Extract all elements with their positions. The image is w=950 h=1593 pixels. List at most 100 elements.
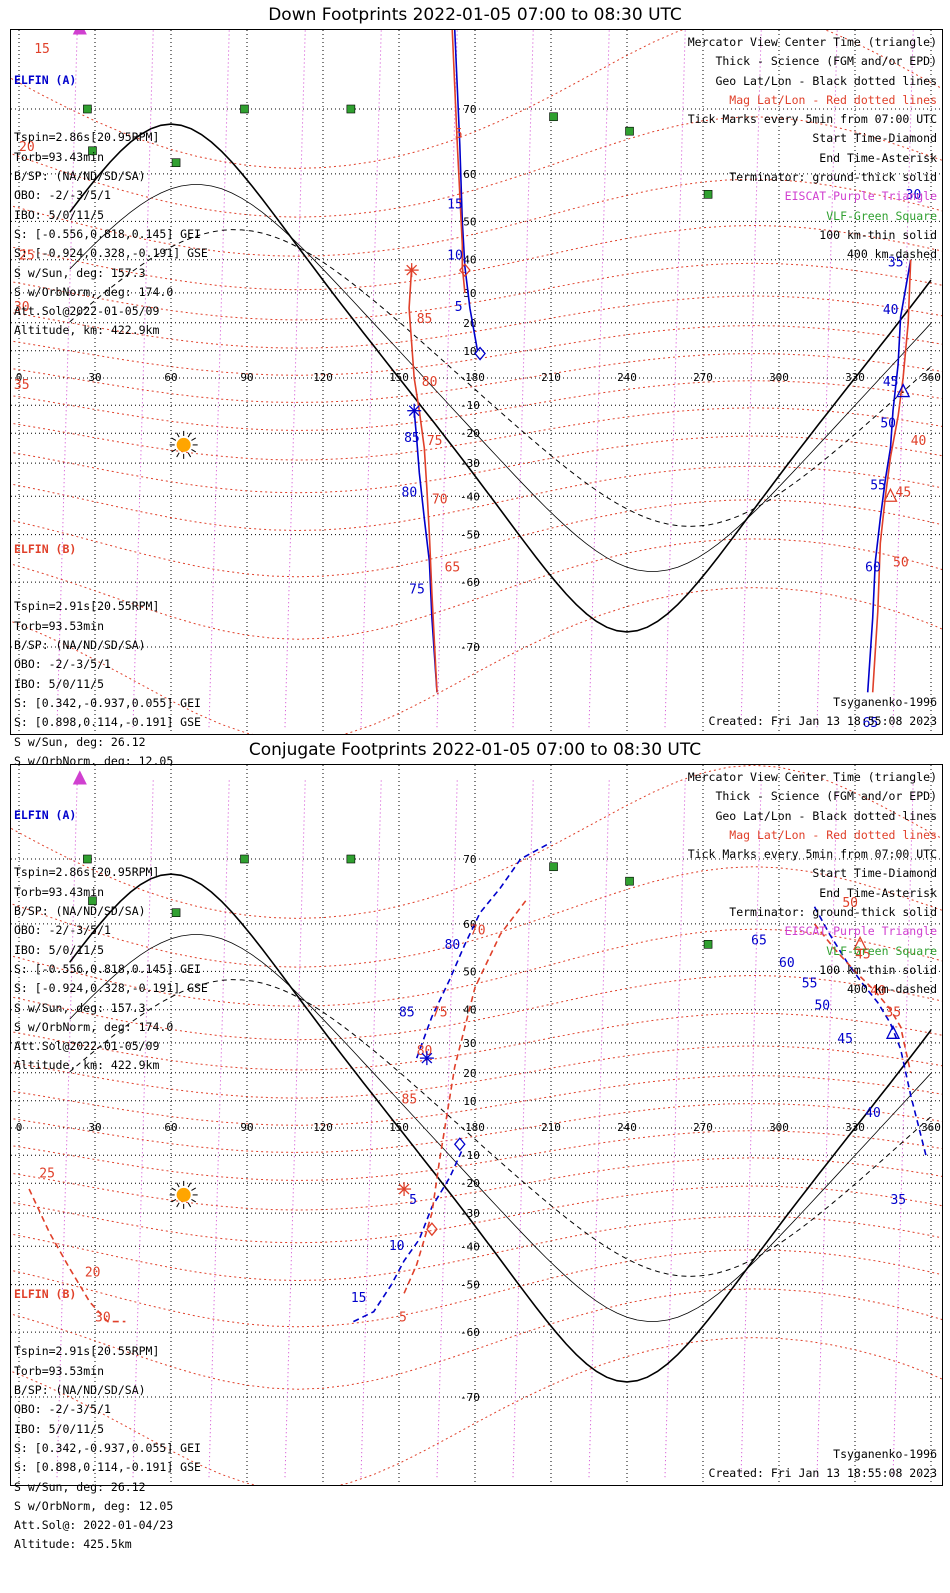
info-line: S: [0.898,0.114,-0.191] GSE <box>14 715 201 730</box>
mag-parallel <box>11 116 942 218</box>
elfin-b-header: ELFIN (B) <box>14 1286 77 1301</box>
track-elfin-b <box>28 1188 126 1323</box>
info-line: S: [0.342,-0.937,0.055] GEI <box>14 695 201 710</box>
info-line: OBO: -2/-3/5/1 <box>14 657 111 672</box>
elfin-b-time-label: 45 <box>896 485 912 500</box>
center-triangle-marker <box>72 770 87 785</box>
elfin-b-time-label: 5 <box>399 1311 407 1326</box>
vlf-site-marker <box>703 940 713 949</box>
info-line: B/SP: (NA/ND/SD/SA) <box>14 904 146 919</box>
sun-ray <box>171 437 177 441</box>
mag-meridians <box>56 30 914 728</box>
track-elfin-a <box>866 259 912 693</box>
info-line: S w/Sun, deg: 157.3 <box>14 265 146 280</box>
lat-tick-label: -20 <box>460 1177 480 1190</box>
mag-parallel <box>11 1045 942 1099</box>
mag-meridian <box>208 778 230 1478</box>
info-line: S w/Sun, deg: 26.12 <box>14 734 146 749</box>
elfin-a-time-label: 60 <box>865 561 881 576</box>
lat-tick-label: 70 <box>463 853 476 866</box>
elfin-a-time-label: 55 <box>870 478 886 493</box>
track-elfin-a <box>415 841 552 1059</box>
legend-entry: Terminator: ground-thick solid <box>729 905 937 920</box>
map-canvas: 0 30 60 90 120 150 180 210 240 270 300 330 360706050… <box>11 765 942 1485</box>
vlf-site-marker <box>88 146 97 156</box>
lon-tick-label: 0 <box>16 1121 23 1134</box>
info-line: B/SP: (NA/ND/SD/SA) <box>14 1383 146 1398</box>
mag-grid <box>11 30 942 734</box>
lat-tick-label: 40 <box>463 254 476 267</box>
track-elfin-b <box>403 900 527 1294</box>
info-line: S: [-0.556,0.818,0.145] GEI <box>14 961 201 976</box>
vlf-site-marker <box>171 908 181 918</box>
lon-tick-label: 210 <box>541 1121 561 1134</box>
lat-tick-label: -30 <box>460 1207 480 1220</box>
track-elfin-a <box>813 906 927 1156</box>
end-asterisk-marker <box>407 403 422 418</box>
lon-tick-label: 90 <box>240 371 253 384</box>
elfin-b-time-label: 50 <box>893 556 909 571</box>
vlf-site-marker <box>83 104 92 114</box>
asterisk-stroke <box>406 264 418 276</box>
elfin-b-time-label: 45 <box>855 947 871 962</box>
lon-tick-label: 0 <box>16 371 23 384</box>
info-line: Att.Sol@2022-01-05/09 <box>14 1039 160 1054</box>
legend-entry: Terminator: ground-thick solid <box>729 170 937 185</box>
lon-tick-label: 90 <box>240 1121 253 1134</box>
mag-meridians <box>56 778 914 1478</box>
elfin-b-time-label: 50 <box>842 896 858 911</box>
elfin-a-time-label: 80 <box>445 938 461 953</box>
created-label: Created: Fri Jan 13 18:55:08 2023 <box>708 1466 937 1481</box>
track-elfin-b <box>871 259 912 693</box>
mag-meridian <box>588 778 610 1478</box>
elfin-a-time-label: 10 <box>389 1239 405 1254</box>
elfin-b-time-label: 85 <box>402 1093 418 1108</box>
sun-ray <box>171 448 177 453</box>
track-elfin-a <box>453 30 479 351</box>
lat-tick-label: 30 <box>463 287 476 300</box>
mag-parallel <box>11 1185 942 1244</box>
elfin-b-time-label: 5 <box>455 127 463 142</box>
lat-tick-label: -60 <box>460 576 480 589</box>
track-elfin-b <box>813 923 912 1073</box>
start-diamond-marker <box>459 263 471 278</box>
footer-right: Tsyganenko-1996 Created: Fri Jan 13 18:5… <box>709 693 937 732</box>
elfin-b-time-label: 35 <box>885 1006 901 1021</box>
terminator-100km <box>69 934 932 1322</box>
info-line: OBO: -2/-3/5/1 <box>14 923 111 938</box>
elfin-b-time-label: 40 <box>870 984 886 999</box>
legend-entry: End Time-Asterisk <box>819 885 937 900</box>
lon-tick-label: 30 <box>88 371 101 384</box>
map-canvas: 0 30 60 90 120 150 180 210 240 270 300 330 360706050… <box>11 30 942 734</box>
legend-entry: Start Time-Diamond <box>812 866 937 881</box>
mag-parallel <box>11 866 942 968</box>
elfin-a-time-label: 65 <box>751 933 767 948</box>
lon-tick-label: 300 <box>769 1121 789 1134</box>
mag-parallel <box>11 1012 942 1071</box>
legend-entry: Mercator View Center Time (triangle) <box>687 35 937 49</box>
lat-tick-label: -10 <box>460 399 480 412</box>
elfin-a-time-label: 60 <box>779 956 795 971</box>
info-line: S w/OrbNorm, deg: 174.0 <box>14 1019 174 1034</box>
info-line: S: [-0.556,0.818,0.145] GEI <box>14 226 201 241</box>
elfin-a-time-label: 65 <box>863 716 879 731</box>
legend-entry: 400 km-dashed <box>846 247 937 262</box>
lat-tick-label: -50 <box>460 529 480 542</box>
legend: Mercator View Center Time (triangle) Thic… <box>688 768 937 1000</box>
mag-parallel <box>11 178 942 257</box>
elfin-b-time-label: 15 <box>34 42 50 57</box>
mag-meridian <box>512 30 534 728</box>
mag-parallel <box>11 765 942 919</box>
vlf-site-marker <box>346 854 356 864</box>
mag-meridian <box>436 778 458 1478</box>
mag-meridian <box>284 778 306 1478</box>
elfin-b-time-label: 85 <box>417 312 433 327</box>
sun-icon <box>176 1187 191 1202</box>
elfin-a-time-label: 15 <box>447 197 463 212</box>
mag-meridian <box>664 30 686 728</box>
elfin-b-time-label: 25 <box>19 249 35 264</box>
info-line: Tspin=2.86s[20.95RPM] <box>14 130 160 145</box>
elfin-b-time-label: 80 <box>417 1044 433 1059</box>
vlf-site-marker <box>625 876 634 886</box>
elfin-a-time-label: 35 <box>890 1193 906 1208</box>
